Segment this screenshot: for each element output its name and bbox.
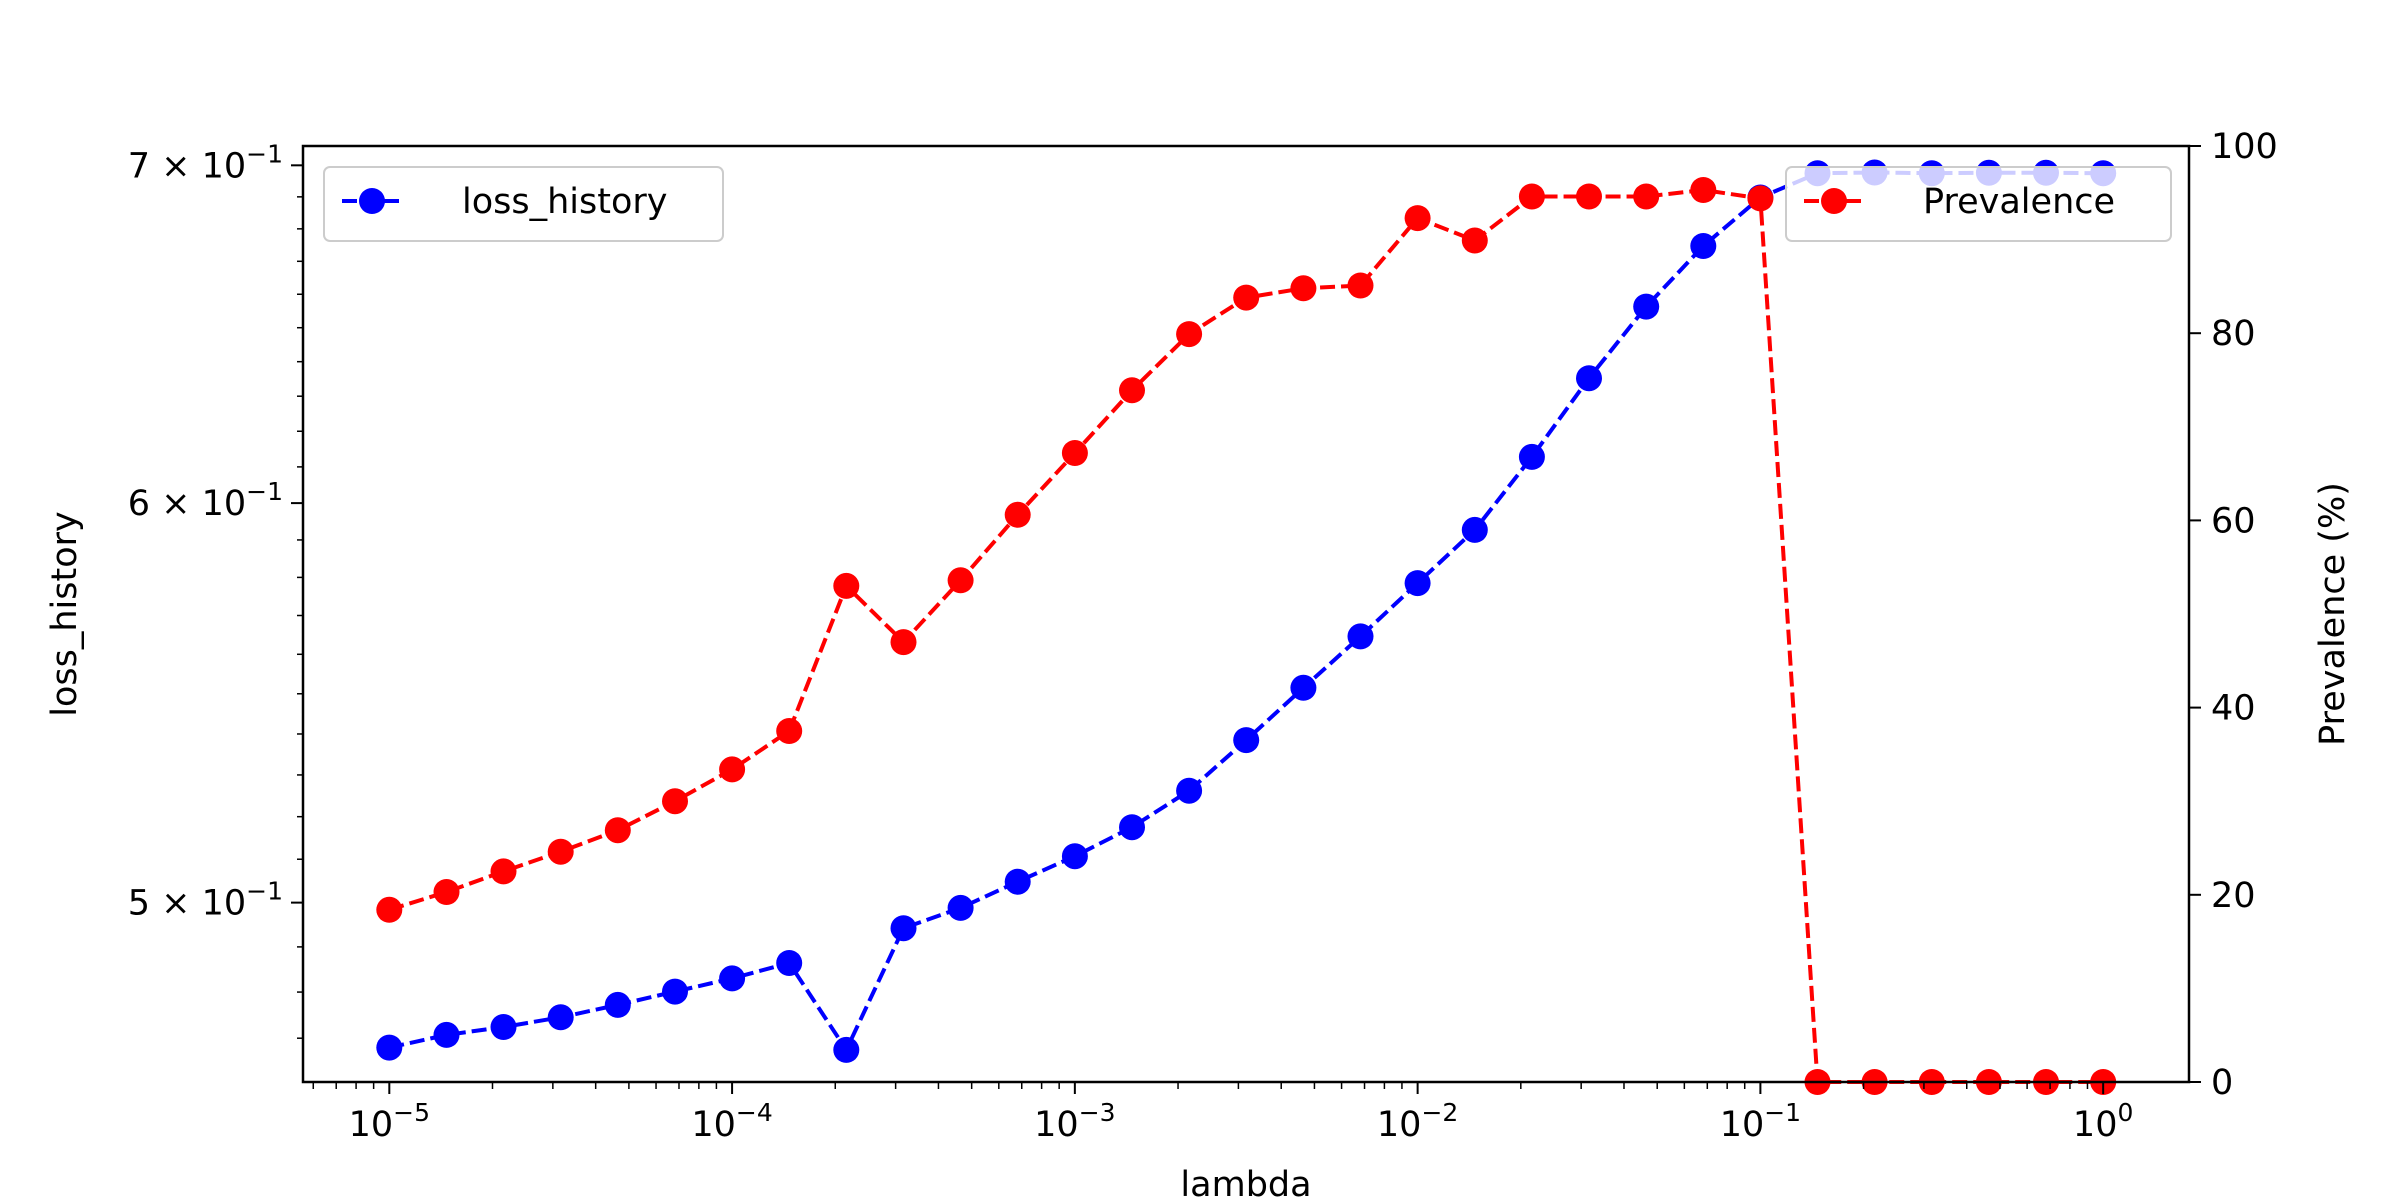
legend-loss-history: loss_history [324, 167, 723, 241]
data-point [1290, 275, 1316, 301]
data-point [776, 950, 802, 976]
x-axis-label: lambda [1180, 1165, 1311, 1200]
data-point [491, 1014, 517, 1040]
data-point [1747, 185, 1773, 211]
data-point [1119, 814, 1145, 840]
legend-label: Prevalence [1923, 182, 2115, 222]
left-tick-label: 7 × 10−1 [128, 139, 283, 186]
left-tick-label: 6 × 10−1 [128, 477, 283, 524]
data-point [1119, 377, 1145, 403]
data-point [1233, 285, 1259, 311]
data-point [1176, 321, 1202, 347]
data-point [605, 992, 631, 1018]
right-tick-label: 0 [2211, 1063, 2233, 1103]
data-point [1576, 365, 1602, 391]
legend-prevalence: Prevalence [1786, 167, 2171, 241]
right-tick-label: 40 [2211, 689, 2256, 729]
data-point [1233, 727, 1259, 753]
data-point [1176, 778, 1202, 804]
right-tick-label: 80 [2211, 314, 2256, 354]
data-point [434, 879, 460, 905]
data-point [376, 897, 402, 923]
data-point [1576, 184, 1602, 210]
data-point [376, 1035, 402, 1061]
data-point [491, 858, 517, 884]
legend-marker [359, 188, 385, 214]
data-point [948, 895, 974, 921]
x-tick-label: 10−3 [1034, 1098, 1115, 1145]
data-point [1462, 517, 1488, 543]
data-point [662, 979, 688, 1005]
data-point [1633, 294, 1659, 320]
x-tick-label: 10−1 [1720, 1098, 1801, 1145]
right-tick-label: 100 [2211, 127, 2278, 167]
data-point [719, 965, 745, 991]
data-point [833, 573, 859, 599]
data-point [948, 567, 974, 593]
data-point [1462, 228, 1488, 254]
data-point [1005, 869, 1031, 895]
x-tick-label: 10−5 [349, 1098, 430, 1145]
data-point [776, 718, 802, 744]
left-tick-label: 5 × 10−1 [128, 877, 283, 924]
right-tick-label: 60 [2211, 501, 2256, 541]
data-point [662, 788, 688, 814]
data-point [1348, 273, 1374, 299]
data-point [1633, 184, 1659, 210]
data-point [548, 1004, 574, 1030]
data-point [1290, 675, 1316, 701]
data-point [605, 817, 631, 843]
data-point [434, 1022, 460, 1048]
x-tick-label: 10−4 [691, 1098, 772, 1145]
x-tick-label: 100 [2073, 1098, 2133, 1145]
data-point [1690, 177, 1716, 203]
data-point [1348, 623, 1374, 649]
data-point [1405, 205, 1431, 231]
data-point [891, 629, 917, 655]
data-point [1062, 440, 1088, 466]
data-point [891, 915, 917, 941]
data-point [1062, 843, 1088, 869]
right-axis-label: Prevalence (%) [2313, 482, 2353, 746]
data-point [1519, 444, 1545, 470]
data-point [719, 756, 745, 782]
legend-marker [1821, 188, 1847, 214]
data-point [1405, 570, 1431, 596]
data-point [1519, 184, 1545, 210]
data-point [548, 839, 574, 865]
legend-label: loss_history [462, 182, 668, 222]
x-tick-label: 10−2 [1377, 1098, 1458, 1145]
right-tick-label: 20 [2211, 876, 2256, 916]
data-point [1005, 502, 1031, 528]
data-point [833, 1037, 859, 1063]
data-point [1690, 233, 1716, 259]
left-axis-label: loss_history [45, 511, 85, 717]
